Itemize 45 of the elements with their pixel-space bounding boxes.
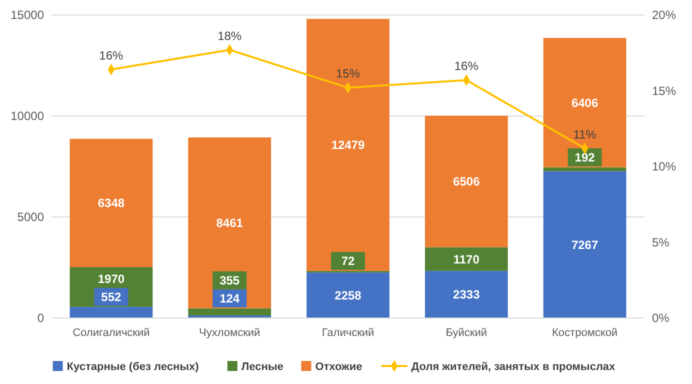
bar <box>543 38 626 168</box>
data-label: 2333 <box>453 288 480 302</box>
data-label: 6348 <box>98 196 125 210</box>
data-label: 18% <box>218 28 242 43</box>
y2-tick-label: 15% <box>652 84 676 98</box>
y2-tick-label: 20% <box>652 8 676 22</box>
bar <box>543 171 626 318</box>
y-tick-label: 5000 <box>17 210 44 224</box>
y2-tick-label: 10% <box>652 160 676 174</box>
data-label: 11% <box>573 127 597 142</box>
data-label: 7267 <box>571 238 598 252</box>
bar <box>188 137 272 308</box>
data-label: 1970 <box>98 272 125 286</box>
bar <box>424 116 508 248</box>
legend-label: Кустарные (без лесных) <box>66 360 200 373</box>
y-tick-label: 15000 <box>10 8 44 22</box>
data-label: 16% <box>99 48 124 63</box>
data-label: 6506 <box>453 174 480 189</box>
legend-label: Доля жителей, занятых в промыслах <box>411 360 616 373</box>
data-label: 2258 <box>334 288 362 302</box>
legend-label: Отхожие <box>315 360 362 373</box>
data-label: 15% <box>336 66 360 81</box>
legend-label: Лесные <box>241 360 284 373</box>
data-label: 16% <box>454 59 479 74</box>
data-label: 552 <box>101 290 122 304</box>
y2-tick-label: 5% <box>652 235 670 250</box>
x-tick-label: Галичский <box>322 327 374 339</box>
y-tick-label: 0 <box>37 311 44 326</box>
y-tick-label: 10000 <box>10 109 44 124</box>
data-label: 8461 <box>216 216 244 230</box>
data-label: 1170 <box>453 252 480 266</box>
bar <box>70 138 153 268</box>
x-tick-label: Буйский <box>446 327 488 339</box>
x-tick-label: Солигаличский <box>72 327 150 339</box>
x-tick-label: Костромской <box>552 327 618 339</box>
x-tick-label: Чухломский <box>199 327 260 339</box>
data-label: 12479 <box>331 138 366 152</box>
bar <box>306 18 390 271</box>
bar <box>188 308 272 316</box>
data-label: 355 <box>220 274 240 288</box>
data-label: 6406 <box>571 96 598 110</box>
y2-tick-label: 0% <box>652 311 670 326</box>
data-label: 192 <box>574 150 596 165</box>
data-label: 124 <box>220 292 240 306</box>
data-label: 72 <box>341 254 355 268</box>
